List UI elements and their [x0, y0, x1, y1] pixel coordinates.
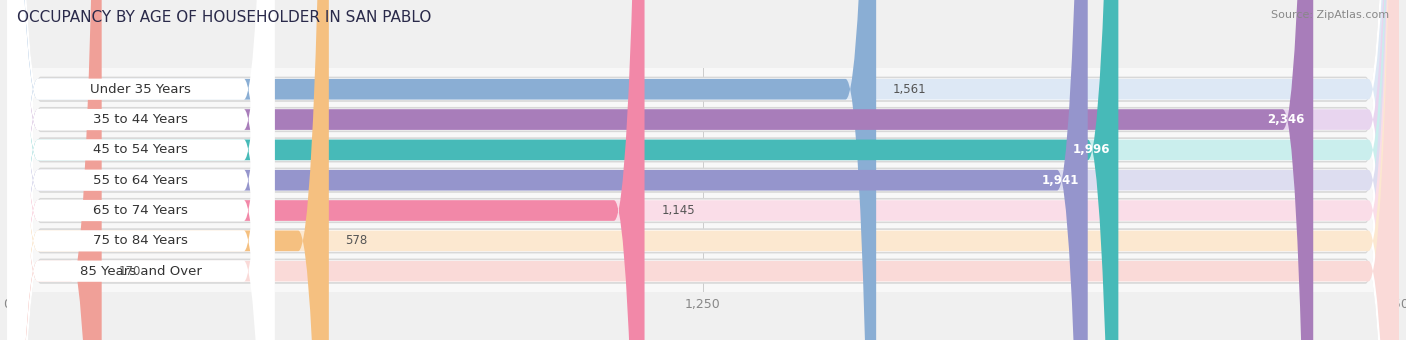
FancyBboxPatch shape — [7, 0, 274, 340]
FancyBboxPatch shape — [7, 0, 274, 340]
FancyBboxPatch shape — [7, 0, 1399, 340]
FancyBboxPatch shape — [7, 0, 1399, 340]
FancyBboxPatch shape — [7, 0, 1399, 340]
FancyBboxPatch shape — [7, 0, 1313, 340]
FancyBboxPatch shape — [7, 0, 644, 340]
FancyBboxPatch shape — [7, 0, 1399, 340]
Text: 55 to 64 Years: 55 to 64 Years — [93, 174, 188, 187]
Text: 170: 170 — [118, 265, 141, 278]
FancyBboxPatch shape — [7, 0, 1399, 340]
FancyBboxPatch shape — [7, 0, 101, 340]
FancyBboxPatch shape — [7, 0, 329, 340]
FancyBboxPatch shape — [7, 0, 1399, 340]
Text: Source: ZipAtlas.com: Source: ZipAtlas.com — [1271, 10, 1389, 20]
Text: Under 35 Years: Under 35 Years — [90, 83, 191, 96]
FancyBboxPatch shape — [7, 0, 1399, 340]
FancyBboxPatch shape — [7, 0, 274, 340]
Text: 1,561: 1,561 — [893, 83, 927, 96]
FancyBboxPatch shape — [7, 0, 1399, 340]
FancyBboxPatch shape — [7, 0, 274, 340]
FancyBboxPatch shape — [7, 0, 1399, 340]
FancyBboxPatch shape — [7, 0, 274, 340]
FancyBboxPatch shape — [7, 0, 1088, 340]
Text: 1,996: 1,996 — [1073, 143, 1109, 156]
FancyBboxPatch shape — [7, 0, 1399, 340]
Text: 75 to 84 Years: 75 to 84 Years — [93, 234, 188, 247]
Text: 2,346: 2,346 — [1267, 113, 1305, 126]
FancyBboxPatch shape — [7, 0, 876, 340]
FancyBboxPatch shape — [7, 0, 1399, 340]
FancyBboxPatch shape — [7, 0, 1399, 340]
FancyBboxPatch shape — [7, 0, 1399, 340]
FancyBboxPatch shape — [7, 0, 274, 340]
FancyBboxPatch shape — [7, 0, 1399, 340]
Text: OCCUPANCY BY AGE OF HOUSEHOLDER IN SAN PABLO: OCCUPANCY BY AGE OF HOUSEHOLDER IN SAN P… — [17, 10, 432, 25]
FancyBboxPatch shape — [7, 0, 1399, 340]
Text: 45 to 54 Years: 45 to 54 Years — [93, 143, 188, 156]
FancyBboxPatch shape — [7, 0, 1399, 340]
FancyBboxPatch shape — [7, 0, 1399, 340]
FancyBboxPatch shape — [7, 0, 1399, 340]
Text: 1,145: 1,145 — [661, 204, 695, 217]
Text: 578: 578 — [346, 234, 368, 247]
FancyBboxPatch shape — [7, 0, 1118, 340]
Text: 65 to 74 Years: 65 to 74 Years — [93, 204, 188, 217]
Text: 1,941: 1,941 — [1042, 174, 1080, 187]
FancyBboxPatch shape — [7, 0, 1399, 340]
FancyBboxPatch shape — [7, 0, 274, 340]
FancyBboxPatch shape — [7, 0, 1399, 340]
FancyBboxPatch shape — [7, 0, 1399, 340]
Text: 35 to 44 Years: 35 to 44 Years — [93, 113, 188, 126]
Text: 85 Years and Over: 85 Years and Over — [80, 265, 201, 278]
